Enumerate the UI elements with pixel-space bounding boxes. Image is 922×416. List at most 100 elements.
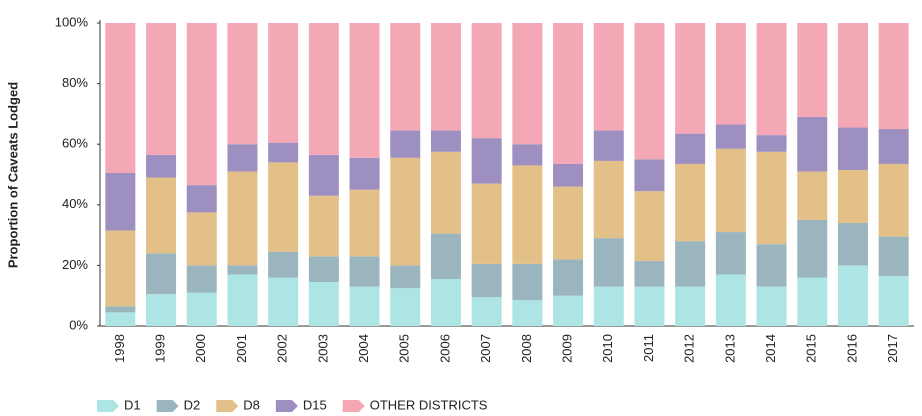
y-tick-label: 60% <box>62 136 88 151</box>
x-tick-label: 1999 <box>152 334 167 363</box>
legend-label: OTHER DISTRICTS <box>370 397 488 412</box>
x-tick-label: 2005 <box>397 334 412 363</box>
bar-segment <box>430 233 461 280</box>
bar-segment <box>146 154 177 178</box>
bar-segment <box>797 116 828 172</box>
bar-segment <box>593 160 624 239</box>
bar-segment <box>837 169 868 223</box>
bar-segment <box>878 23 909 130</box>
x-tick-label: 2013 <box>722 334 737 363</box>
bar-segment <box>308 154 339 196</box>
bar-segment <box>268 251 299 278</box>
x-tick-label: 2003 <box>315 334 330 363</box>
bar-segment <box>756 244 787 287</box>
bar-segment <box>349 23 380 158</box>
bar-segment <box>512 165 543 264</box>
bar-segment <box>105 230 136 307</box>
x-tick-label: 2014 <box>763 334 778 363</box>
bar-segment <box>186 265 217 293</box>
legend-label: D2 <box>184 397 201 412</box>
bar-segment <box>471 263 502 298</box>
bar-segment <box>675 163 706 242</box>
y-tick-label: 40% <box>62 196 88 211</box>
bar-segment <box>715 274 746 326</box>
legend-label: D15 <box>303 397 327 412</box>
bar-segment <box>756 286 787 326</box>
legend-swatch <box>156 400 179 412</box>
bar-segment <box>268 277 299 326</box>
bar-segment <box>146 177 177 254</box>
x-tick-label: 2004 <box>356 334 371 363</box>
bar-segment <box>675 133 706 164</box>
bar-segment <box>349 157 380 190</box>
bar-segment <box>634 260 665 287</box>
bar-segment <box>146 23 177 155</box>
legend-swatch <box>97 400 119 412</box>
x-tick-label: 2000 <box>193 334 208 363</box>
bar-segment <box>634 286 665 326</box>
bar-segment <box>675 241 706 287</box>
legend-swatch <box>275 400 298 412</box>
bar-segment <box>308 195 339 257</box>
bar-segment <box>715 124 746 149</box>
bar-segment <box>512 23 543 145</box>
bar-segment <box>553 23 584 164</box>
bar-segment <box>756 23 787 136</box>
bar-segment <box>390 130 421 158</box>
bar-segment <box>471 297 502 326</box>
bar-segment <box>512 263 543 301</box>
bar-segment <box>715 232 746 275</box>
bar-segment <box>756 151 787 245</box>
bar-segment <box>634 159 665 192</box>
bar-segment <box>430 151 461 234</box>
bar-segment <box>186 23 217 186</box>
x-tick-label: 2012 <box>682 334 697 363</box>
bar-segment <box>797 23 828 117</box>
bar-segment <box>797 171 828 220</box>
y-axis-label: Proportion of Caveats Lodged <box>5 82 20 268</box>
bar-segment <box>268 142 299 163</box>
bar-segment <box>430 23 461 131</box>
bar-segment <box>105 23 136 173</box>
bar-segment <box>186 185 217 213</box>
bar-segment <box>227 144 258 172</box>
bar-segment <box>227 265 258 275</box>
bar-segment <box>227 171 258 266</box>
bar-segment <box>837 265 868 326</box>
x-tick-label: 2006 <box>437 334 452 363</box>
y-tick-label: 100% <box>55 14 89 29</box>
bar-segment <box>837 23 868 128</box>
bar-segment <box>268 162 299 252</box>
x-tick-label: 2008 <box>519 334 534 363</box>
bar-segment <box>146 253 177 295</box>
x-tick-label: 2015 <box>804 334 819 363</box>
bar-segment <box>308 256 339 283</box>
y-tick-label: 80% <box>62 75 88 90</box>
bar-segment <box>512 144 543 166</box>
bar-segment <box>553 163 584 187</box>
bar-segment <box>797 277 828 326</box>
x-tick-label: 2009 <box>559 334 574 363</box>
y-tick-label: 0% <box>69 317 88 332</box>
bar-segment <box>268 23 299 143</box>
bar-segment <box>390 288 421 326</box>
bar-segment <box>308 282 339 326</box>
bar-segment <box>471 183 502 264</box>
bar-segment <box>105 312 136 326</box>
legend-label: D8 <box>243 397 260 412</box>
bar-segment <box>186 292 217 326</box>
bar-segment <box>715 148 746 233</box>
x-tick-label: 2002 <box>275 334 290 363</box>
bar-segment <box>390 157 421 266</box>
bar-segment <box>878 163 909 237</box>
bar-segment <box>105 306 136 313</box>
bar-segment <box>430 130 461 152</box>
bar-segment <box>349 256 380 287</box>
bar-segment <box>675 286 706 326</box>
bar-segment <box>349 189 380 257</box>
bar-segment <box>227 23 258 145</box>
y-tick-label: 20% <box>62 257 88 272</box>
x-tick-label: 2016 <box>844 334 859 363</box>
bar-segment <box>146 294 177 326</box>
